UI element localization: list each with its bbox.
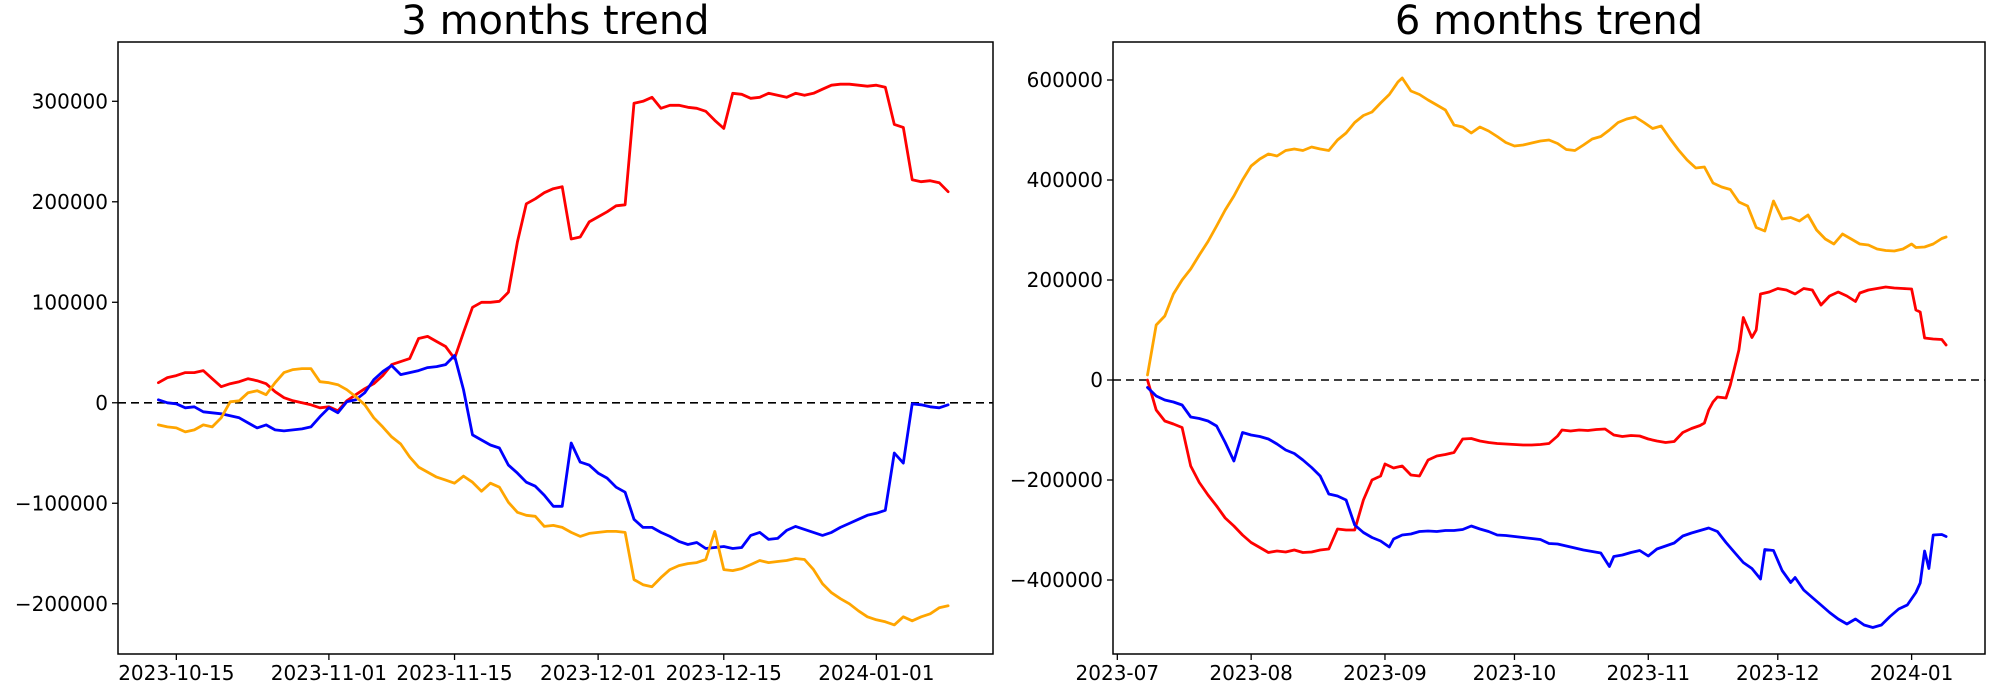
chart-6-months: 6 months trend 2023-07 2023-08 2023-09 2023-… xyxy=(1010,0,1986,685)
y-tick-label: 0 xyxy=(1090,368,1103,392)
y-tick-label: 400000 xyxy=(1027,168,1103,192)
y-tick-label: −200000 xyxy=(1010,468,1103,492)
x-tick-label: 2023-11 xyxy=(1606,661,1690,685)
orange-series-line xyxy=(156,367,950,627)
x-tick-label: 2023-10 xyxy=(1473,661,1557,685)
blue-series-line xyxy=(156,354,950,550)
y-tick-label: 300000 xyxy=(32,89,108,113)
red-series-line xyxy=(156,82,950,413)
x-tick-label: 2023-11-15 xyxy=(396,661,512,685)
orange-series-line xyxy=(1146,76,1948,377)
red-series-line xyxy=(1146,285,1948,554)
x-tick-label: 2023-12-15 xyxy=(666,661,782,685)
y-tick-label: 200000 xyxy=(32,190,108,214)
y-tick-label: 600000 xyxy=(1027,68,1103,92)
chart-3-months: 3 months trend 2023-10-15 2023-11-01 2023-1… xyxy=(15,0,994,685)
blue-series-line xyxy=(1146,386,1948,629)
x-tick-label: 2023-12-01 xyxy=(540,661,656,685)
x-tick-label: 2024-01-01 xyxy=(818,661,934,685)
chart-title-6-months: 6 months trend xyxy=(1395,0,1703,44)
x-tick-label: 2024-01 xyxy=(1870,661,1954,685)
y-tick-label: 0 xyxy=(95,391,108,415)
y-tick-label: −400000 xyxy=(1010,568,1103,592)
plot-border xyxy=(117,41,994,655)
y-tick-label: −200000 xyxy=(15,592,108,616)
x-tick-label: 2023-07 xyxy=(1076,661,1160,685)
y-tick-label: 200000 xyxy=(1027,268,1103,292)
y-tick-label: 100000 xyxy=(32,290,108,314)
x-tick-label: 2023-12 xyxy=(1736,661,1820,685)
x-tick-label: 2023-10-15 xyxy=(118,661,234,685)
y-tick-label: −100000 xyxy=(15,491,108,515)
x-tick-label: 2023-08 xyxy=(1209,661,1293,685)
x-tick-label: 2023-11-01 xyxy=(271,661,387,685)
chart-title-3-months: 3 months trend xyxy=(401,0,709,44)
x-tick-label: 2023-09 xyxy=(1343,661,1427,685)
plot-border xyxy=(1112,41,1986,655)
